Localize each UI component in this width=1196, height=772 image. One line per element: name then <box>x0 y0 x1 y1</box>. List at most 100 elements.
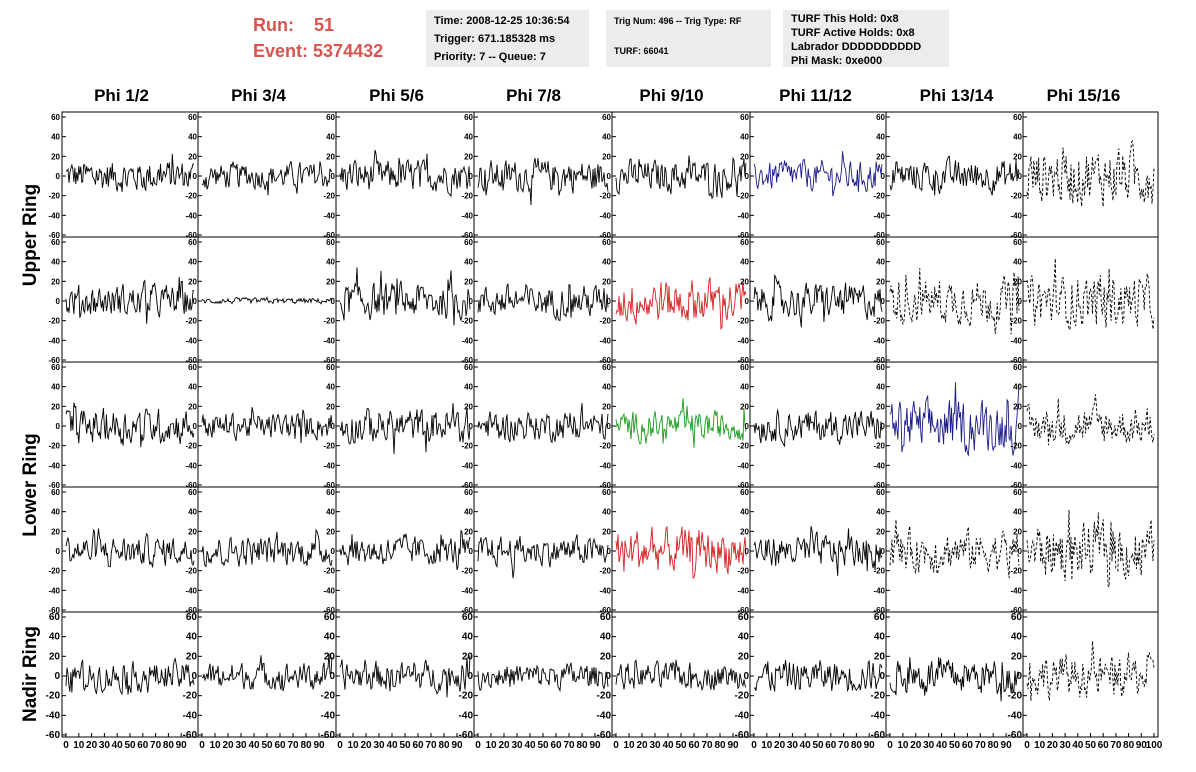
y-tick-label: 20 <box>326 402 335 411</box>
y-tick-label: 0 <box>881 297 886 306</box>
x-tick-label: 40 <box>662 740 674 751</box>
time-line: Time: 2008-12-25 10:36:54 <box>434 15 570 27</box>
y-tick-label: 40 <box>602 383 611 392</box>
y-tick-label: -60 <box>183 730 198 741</box>
y-tick-label: 20 <box>49 651 61 662</box>
y-tick-label: 60 <box>188 363 197 372</box>
x-tick-label: 40 <box>386 740 398 751</box>
y-tick-label: -60 <box>323 356 335 365</box>
x-tick-label: 40 <box>1072 740 1084 751</box>
y-tick-label: 60 <box>186 612 198 623</box>
y-tick-label: 40 <box>602 508 611 517</box>
y-tick-label: -20 <box>737 192 749 201</box>
y-tick-label: 20 <box>51 402 60 411</box>
waveform-trace <box>615 155 747 200</box>
y-tick-label: 0 <box>607 297 612 306</box>
waveform-trace <box>65 528 195 568</box>
panel-frame <box>61 486 199 613</box>
x-tick-label: 10 <box>761 740 773 751</box>
y-tick-label: 40 <box>602 133 611 142</box>
y-tick-label: -60 <box>185 231 197 240</box>
y-tick-label: 60 <box>462 612 474 623</box>
y-tick-label: -60 <box>461 481 473 490</box>
event-label: Event: <box>253 41 309 61</box>
waveform-trace <box>889 382 1020 457</box>
y-tick-label: 60 <box>188 488 197 497</box>
col-header-phi-13-14: Phi 13/14 <box>919 86 994 105</box>
x-tick-label: 0 <box>887 740 893 751</box>
y-tick-label: -60 <box>48 481 60 490</box>
run-event-block: Run: 51 Event: 5374432 <box>253 12 383 64</box>
x-tick-label: 90 <box>1001 740 1013 751</box>
x-tick-label: 40 <box>524 740 536 751</box>
waveform-trace <box>1026 509 1155 589</box>
y-tick-label: 60 <box>740 238 749 247</box>
y-tick-label: 0 <box>745 297 750 306</box>
y-tick-label: -40 <box>873 336 885 345</box>
y-tick-label: 0 <box>193 297 198 306</box>
y-tick-label: 40 <box>464 383 473 392</box>
y-tick-label: -60 <box>1010 481 1022 490</box>
x-tick-label: 70 <box>975 740 987 751</box>
waveform-trace <box>753 409 883 448</box>
y-tick-label: 0 <box>469 297 474 306</box>
turf-hold-line: TURF This Hold: 0x8 <box>791 13 899 25</box>
y-tick-label: -20 <box>1010 317 1022 326</box>
y-tick-label: 0 <box>1018 547 1023 556</box>
y-tick-label: -20 <box>1008 691 1023 702</box>
y-tick-label: 20 <box>874 651 886 662</box>
panel-frame <box>611 111 751 238</box>
labrador-line: Labrador DDDDDDDDDD <box>791 41 922 53</box>
y-tick-label: 0 <box>193 547 198 556</box>
y-tick-label: 0 <box>745 422 750 431</box>
y-tick-label: -20 <box>461 442 473 451</box>
y-tick-label: -40 <box>459 710 474 721</box>
y-tick-label: 20 <box>326 277 335 286</box>
x-tick-label: 0 <box>1024 740 1030 751</box>
y-tick-label: -20 <box>735 691 750 702</box>
x-tick-label: 50 <box>399 740 411 751</box>
y-tick-label: 20 <box>188 402 197 411</box>
x-tick-label: 0 <box>199 740 205 751</box>
y-tick-label: -20 <box>871 691 886 702</box>
y-tick-label: 0 <box>745 172 750 181</box>
y-tick-label: -60 <box>185 356 197 365</box>
y-tick-label: -40 <box>599 336 611 345</box>
y-tick-label: 0 <box>193 172 198 181</box>
y-tick-label: 0 <box>54 671 60 682</box>
y-tick-label: -60 <box>873 481 885 490</box>
panel-frame <box>749 361 887 488</box>
y-tick-label: 0 <box>331 172 336 181</box>
y-tick-label: 0 <box>1018 297 1023 306</box>
waveform-trace <box>753 151 883 197</box>
y-tick-label: -40 <box>461 336 473 345</box>
y-tick-label: 0 <box>607 422 612 431</box>
y-tick-label: 60 <box>464 113 473 122</box>
y-tick-label: 60 <box>602 238 611 247</box>
y-tick-label: 20 <box>1013 152 1022 161</box>
waveform-trace <box>889 155 1020 196</box>
y-tick-label: -20 <box>599 442 611 451</box>
x-tick-label: 60 <box>137 740 149 751</box>
y-tick-label: -20 <box>48 317 60 326</box>
y-tick-label: -20 <box>461 192 473 201</box>
y-tick-label: -20 <box>48 442 60 451</box>
waveform-trace <box>477 283 609 322</box>
x-tick-label: 40 <box>112 740 124 751</box>
y-tick-label: -60 <box>1010 231 1022 240</box>
y-tick-label: -40 <box>48 586 60 595</box>
y-tick-label: -20 <box>461 317 473 326</box>
waveform-trace <box>477 157 609 206</box>
y-tick-label: 20 <box>188 527 197 536</box>
y-tick-label: 60 <box>326 238 335 247</box>
y-tick-label: 60 <box>600 612 612 623</box>
run-row: Run: 51 <box>253 12 383 38</box>
col-header-phi-7-8: Phi 7/8 <box>506 86 561 105</box>
y-tick-label: 60 <box>876 363 885 372</box>
y-tick-label: -60 <box>48 356 60 365</box>
y-tick-label: -60 <box>1010 356 1022 365</box>
x-tick-label: 100 <box>1146 740 1163 751</box>
y-tick-label: 40 <box>600 632 612 643</box>
y-tick-label: 60 <box>51 488 60 497</box>
y-tick-label: -40 <box>46 710 61 721</box>
